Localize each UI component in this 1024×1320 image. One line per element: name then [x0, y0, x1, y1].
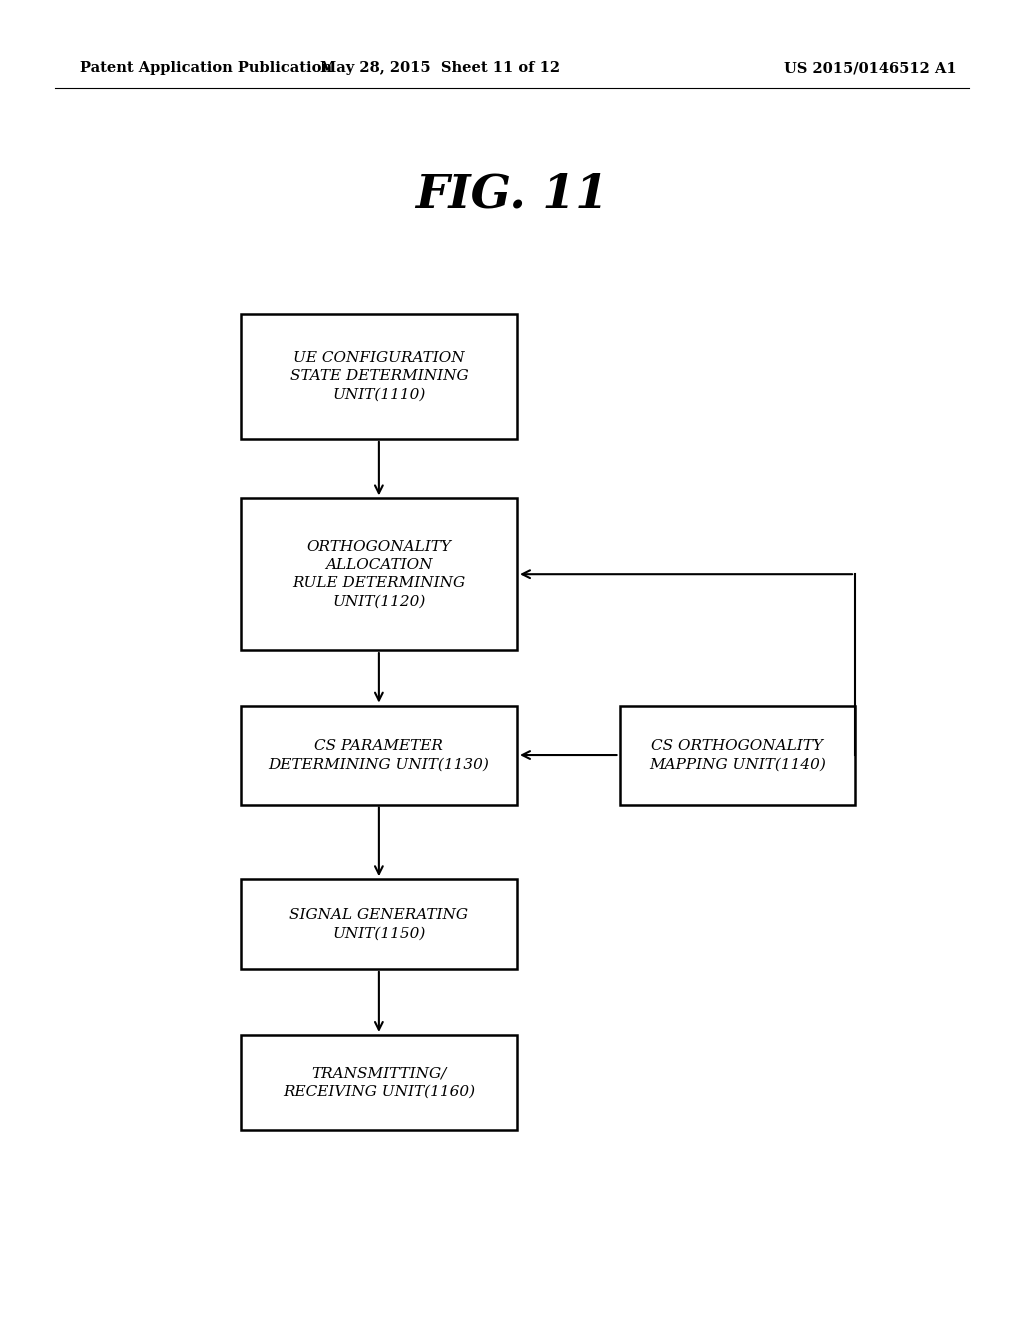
- Text: TRANSMITTING/
RECEIVING UNIT(1160): TRANSMITTING/ RECEIVING UNIT(1160): [283, 1067, 475, 1098]
- Text: ORTHOGONALITY
ALLOCATION
RULE DETERMINING
UNIT(1120): ORTHOGONALITY ALLOCATION RULE DETERMININ…: [292, 540, 466, 609]
- Bar: [241, 314, 517, 438]
- Text: CS PARAMETER
DETERMINING UNIT(1130): CS PARAMETER DETERMINING UNIT(1130): [268, 739, 489, 771]
- Bar: [241, 879, 517, 969]
- Text: Patent Application Publication: Patent Application Publication: [80, 61, 332, 75]
- Text: SIGNAL GENERATING
UNIT(1150): SIGNAL GENERATING UNIT(1150): [290, 908, 468, 940]
- Text: UE CONFIGURATION
STATE DETERMINING
UNIT(1110): UE CONFIGURATION STATE DETERMINING UNIT(…: [290, 351, 468, 401]
- Bar: [241, 705, 517, 804]
- Text: US 2015/0146512 A1: US 2015/0146512 A1: [783, 61, 956, 75]
- Text: FIG. 11: FIG. 11: [416, 172, 608, 218]
- Bar: [241, 1035, 517, 1130]
- Bar: [241, 499, 517, 651]
- Text: May 28, 2015  Sheet 11 of 12: May 28, 2015 Sheet 11 of 12: [319, 61, 560, 75]
- Bar: [620, 705, 855, 804]
- Text: CS ORTHOGONALITY
MAPPING UNIT(1140): CS ORTHOGONALITY MAPPING UNIT(1140): [649, 739, 825, 771]
